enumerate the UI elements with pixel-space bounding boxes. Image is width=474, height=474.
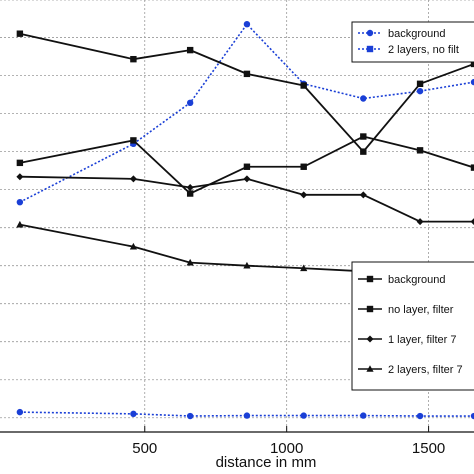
x-tick-label-2: 1500: [412, 440, 445, 457]
series-6-point-3: [243, 412, 251, 419]
series-0-point-2: [186, 99, 194, 107]
series-0-point-5: [360, 95, 367, 102]
legend-entry-0-marker: [366, 275, 374, 283]
x-tick-label-1: 1000: [270, 440, 303, 457]
series-3-point-4: [300, 163, 307, 170]
series-3-point-1: [130, 137, 137, 144]
series-6-point-1: [130, 410, 137, 418]
legend-top-right: background 2 layers, no filt: [351, 21, 474, 63]
series-5-point-2: [186, 258, 194, 266]
plot-frame: [0, 426, 474, 433]
series-2-point-3: [243, 70, 251, 78]
series-2-line: [19, 32, 474, 153]
legend-entry-1-marker: [366, 305, 374, 313]
legend-entry-0-label: background: [388, 274, 446, 286]
x-tick-label-0: 500: [132, 440, 157, 457]
legend-entry-0-label: background: [388, 28, 446, 40]
series-3-point-5: [360, 133, 367, 140]
grid-layer: [0, 0, 474, 432]
series-5-point-0: [16, 220, 24, 228]
series-0-point-3: [243, 20, 251, 28]
legend-entry-3-label: 2 layers, filter 7: [388, 364, 463, 376]
series-4-point-4: [300, 191, 308, 199]
series-5-point-3: [243, 261, 251, 269]
legend-entry-3-marker: [366, 365, 374, 372]
series-5-point-4: [300, 264, 308, 272]
series-2-point-4: [300, 82, 307, 89]
series-4: [16, 173, 474, 226]
series-0-point-7: [470, 78, 474, 86]
series-4-point-2: [186, 183, 194, 191]
series-3: [16, 133, 474, 197]
series-0-point-6: [416, 87, 424, 95]
series-4-point-5: [359, 191, 367, 199]
legend-entry-2-marker: [366, 335, 374, 343]
series-4-point-6: [416, 218, 424, 226]
series-3-point-6: [416, 147, 424, 154]
series-0-point-0: [16, 198, 24, 206]
series-2: [16, 30, 474, 155]
series-3-line: [19, 135, 474, 195]
series-4-point-3: [243, 175, 251, 183]
series-4-line: [19, 175, 474, 223]
series-layer: [16, 20, 474, 420]
legend-entry-1-label: no layer, filter: [388, 304, 454, 316]
legend-entry-1-marker: [366, 45, 374, 53]
series-3-point-7: [470, 164, 474, 171]
legend-layer: background 2 layers, no filt background no …: [351, 21, 474, 391]
series-4-point-0: [16, 173, 24, 181]
series-5-point-1: [129, 242, 138, 250]
legend-bottom-right: background no layer, filter 1 layer, filte…: [351, 261, 474, 391]
x-axis-title: distance in mm: [216, 454, 317, 471]
series-6-point-7: [470, 412, 474, 420]
series-2-point-5: [360, 148, 367, 155]
series-4-point-1: [129, 175, 137, 183]
series-2-point-0: [16, 30, 24, 37]
series-3-point-3: [243, 163, 251, 170]
series-6-point-2: [186, 412, 194, 420]
series-2-point-7: [470, 60, 474, 68]
series-3-point-2: [186, 190, 194, 197]
series-2-point-6: [416, 80, 424, 88]
x-tick-labels: 500 1000 1500: [132, 440, 445, 457]
legend-entry-1-label: 2 layers, no filt: [388, 44, 459, 56]
series-3-point-0: [16, 159, 24, 167]
series-6-point-0: [16, 408, 24, 416]
series-6: [16, 408, 474, 420]
series-6-point-4: [300, 412, 307, 419]
series-2-point-2: [186, 46, 194, 54]
legend-box: [351, 21, 474, 63]
series-4-point-7: [470, 218, 474, 226]
series-6-point-5: [360, 412, 367, 419]
legend-entry-0-marker: [366, 29, 374, 37]
series-6-point-6: [416, 412, 424, 420]
legend-entry-2-label: 1 layer, filter 7: [388, 334, 456, 346]
series-2-point-1: [130, 55, 137, 63]
